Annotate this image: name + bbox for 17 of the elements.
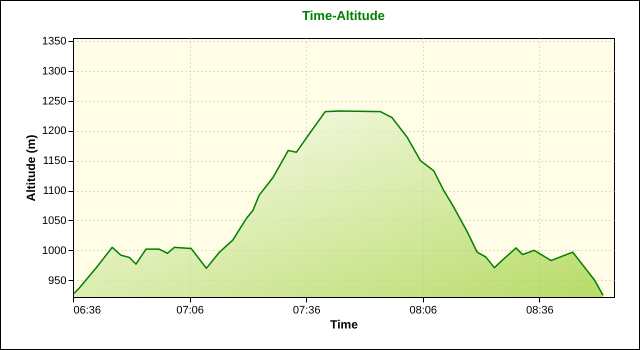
y-axis-title: Altitude (m) (24, 134, 38, 202)
y-tick-label: 950 (48, 274, 66, 287)
x-tick-label: 08:06 (410, 304, 438, 316)
y-tick-label: 1000 (42, 244, 66, 257)
y-tick-label: 1150 (42, 155, 66, 168)
y-tick-label: 1050 (42, 214, 66, 227)
y-tick-label: 1300 (42, 65, 66, 78)
chart-title: Time-Altitude (302, 8, 385, 23)
y-tick-label: 1350 (42, 35, 66, 48)
x-tick-label: 08:36 (526, 304, 554, 316)
x-tick-label: 07:06 (176, 304, 204, 316)
x-tick-label: 06:36 (74, 304, 102, 316)
y-tick-label: 1100 (42, 185, 66, 198)
y-tick-label: 1250 (42, 95, 66, 108)
y-tick-label: 1200 (42, 125, 66, 138)
x-tick-label: 07:36 (292, 304, 320, 316)
x-axis-title: Time (330, 318, 358, 332)
